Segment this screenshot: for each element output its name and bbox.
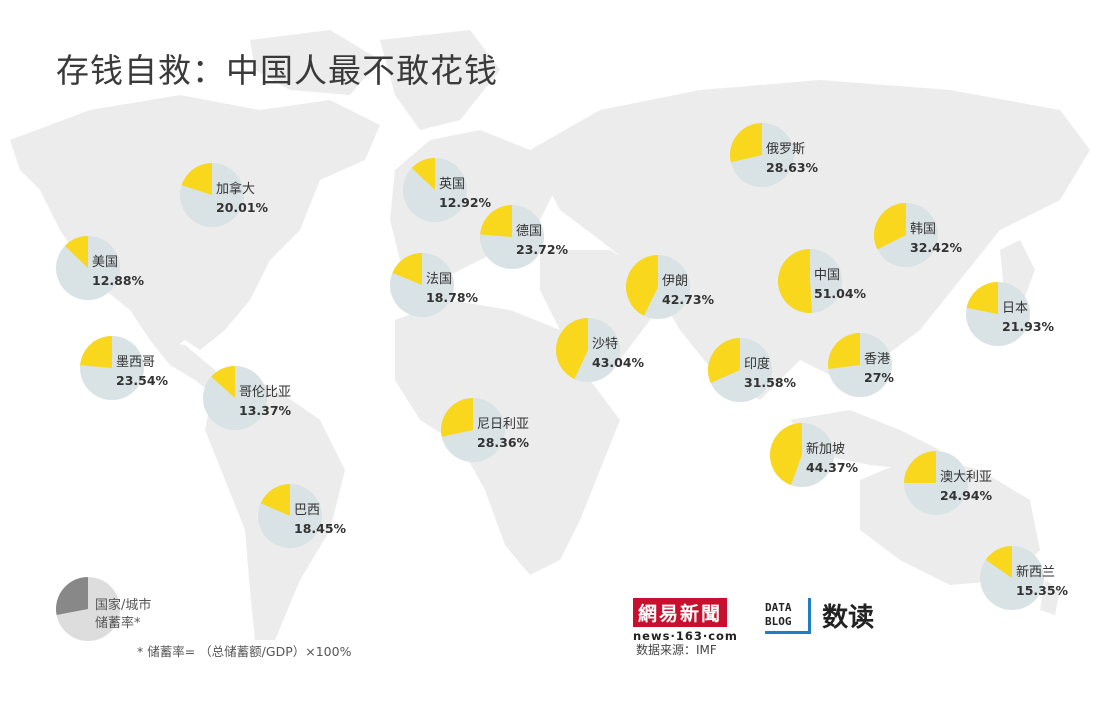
pie-value-label: 18.78% (426, 289, 478, 307)
pie-saving-slice (441, 398, 473, 437)
pie-label: 德国 23.72% (516, 223, 568, 259)
footnote: * 储蓄率= （总储蓄额/GDP）×100% (137, 641, 351, 660)
pie-country-name: 法国 (426, 271, 478, 289)
pie-country-name: 巴西 (294, 502, 346, 520)
pie-label: 英国 12.92% (439, 176, 491, 212)
pie-label: 美国 12.88% (92, 254, 144, 290)
pie-country-name: 伊朗 (662, 273, 714, 291)
datablog-line2: BLOG (765, 615, 808, 629)
pie-label: 法国 18.78% (426, 271, 478, 307)
pie-value-label: 44.37% (806, 459, 858, 477)
pie-country-name: 墨西哥 (116, 354, 168, 372)
pie-country-name: 哥伦比亚 (239, 384, 291, 402)
pie-label: 新西兰 15.35% (1016, 564, 1068, 600)
pie-label: 日本 21.93% (1002, 300, 1054, 336)
pie-label: 加拿大 20.01% (216, 181, 268, 217)
pie-value-label: 13.37% (239, 402, 291, 420)
pie-label: 韩国 32.42% (910, 221, 962, 257)
pie-country-name: 俄罗斯 (766, 141, 818, 159)
pie-country-name: 尼日利亚 (477, 416, 529, 434)
pie-country-name: 印度 (744, 356, 796, 374)
netease-news-logo: 網易新聞 news·163·com (633, 598, 738, 643)
pie-value-label: 12.88% (92, 272, 144, 290)
pie-value-label: 23.54% (116, 372, 168, 390)
datablog-line1: DATA (765, 601, 808, 615)
pie-country-name: 新加坡 (806, 441, 858, 459)
pie-country-name: 日本 (1002, 300, 1054, 318)
pie-label: 沙特 43.04% (592, 336, 644, 372)
pie-saving-slice (778, 249, 812, 313)
pie-value-label: 20.01% (216, 199, 268, 217)
pie-label: 印度 31.58% (744, 356, 796, 392)
pie-country-name: 德国 (516, 223, 568, 241)
pie-saving-slice (828, 333, 860, 369)
pie-country-name: 英国 (439, 176, 491, 194)
pie-label: 澳大利亚 24.94% (940, 469, 992, 505)
pie-country-name: 澳大利亚 (940, 469, 992, 487)
pie-value-label: 42.73% (662, 291, 714, 309)
pie-value-label: 28.63% (766, 159, 818, 177)
pie-label: 中国 51.04% (814, 267, 866, 303)
pie-value-label: 18.45% (294, 520, 346, 538)
data-source: 数据来源：IMF (636, 641, 717, 658)
pie-value-label: 12.92% (439, 194, 491, 212)
pie-label: 新加坡 44.37% (806, 441, 858, 477)
pie-country-name: 香港 (864, 351, 894, 369)
legend-line1: 国家/城市 (95, 597, 151, 615)
pie-saving-slice (904, 451, 936, 483)
pie-label: 巴西 18.45% (294, 502, 346, 538)
pie-country-name: 美国 (92, 254, 144, 272)
pie-value-label: 28.36% (477, 434, 529, 452)
pie-label: 墨西哥 23.54% (116, 354, 168, 390)
pie-label: 俄罗斯 28.63% (766, 141, 818, 177)
pie-country-name: 中国 (814, 267, 866, 285)
pie-value-label: 27% (864, 369, 894, 387)
datablog-cn: 数读 (822, 597, 874, 634)
pie-value-label: 31.58% (744, 374, 796, 392)
datablog-logo: DATA BLOG 数读 (765, 597, 874, 634)
pie-label: 哥伦比亚 13.37% (239, 384, 291, 420)
pie-value-label: 24.94% (940, 487, 992, 505)
pie-value-label: 43.04% (592, 354, 644, 372)
pie-value-label: 51.04% (814, 285, 866, 303)
pie-country-name: 韩国 (910, 221, 962, 239)
pie-value-label: 15.35% (1016, 582, 1068, 600)
legend-line2: 储蓄率* (95, 615, 151, 633)
pie-country-name: 沙特 (592, 336, 644, 354)
pie-label: 尼日利亚 28.36% (477, 416, 529, 452)
datablog-box: DATA BLOG (765, 598, 811, 634)
pie-label: 伊朗 42.73% (662, 273, 714, 309)
legend-label: 国家/城市 储蓄率* (95, 597, 151, 633)
netease-logo-text: 網易新聞 (633, 598, 727, 627)
pie-saving-slice (80, 336, 112, 368)
pie-value-label: 21.93% (1002, 318, 1054, 336)
pie-label: 香港 27% (864, 351, 894, 387)
pie-country-name: 加拿大 (216, 181, 268, 199)
pie-value-label: 32.42% (910, 239, 962, 257)
pie-country-name: 新西兰 (1016, 564, 1068, 582)
pie-value-label: 23.72% (516, 241, 568, 259)
